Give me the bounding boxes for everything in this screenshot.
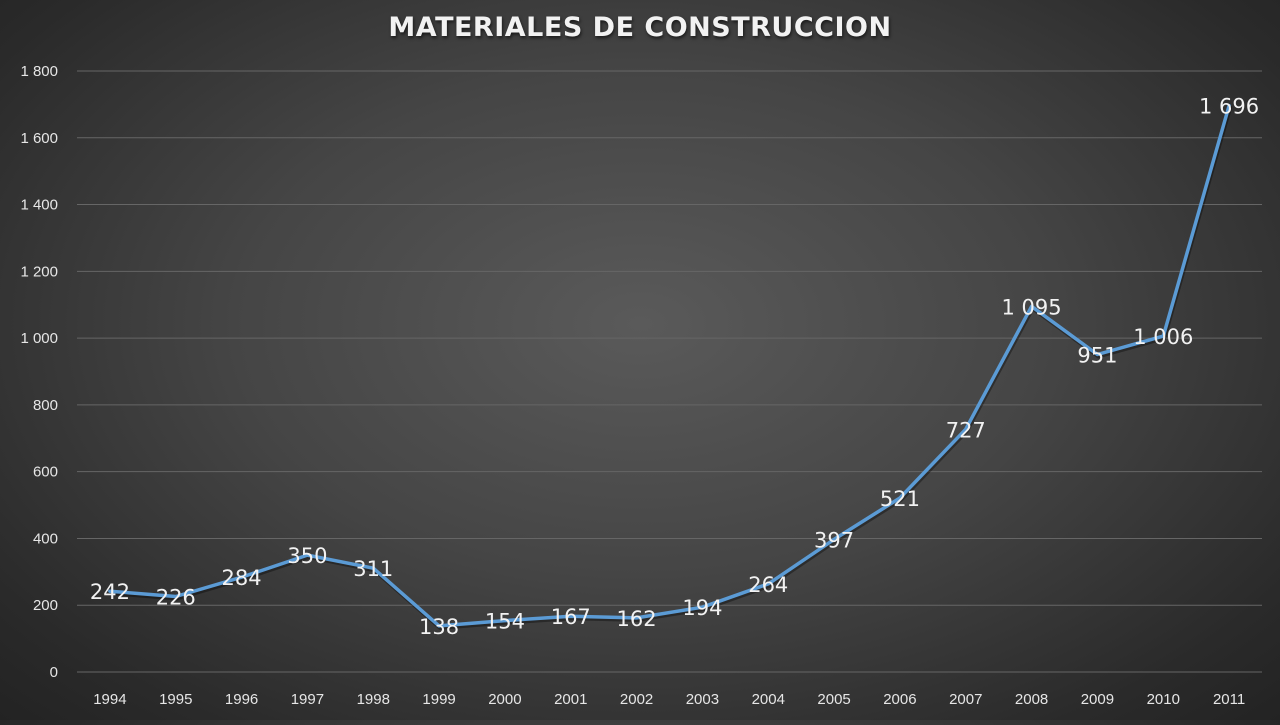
x-tick-label: 2006 bbox=[883, 691, 916, 708]
y-tick-label: 1 200 bbox=[20, 263, 58, 280]
data-label: 311 bbox=[353, 557, 393, 581]
x-tick-label: 1996 bbox=[225, 691, 258, 708]
x-tick-label: 1997 bbox=[291, 691, 324, 708]
y-tick-label: 400 bbox=[33, 530, 58, 547]
data-label: 242 bbox=[90, 580, 130, 604]
y-tick-label: 1 400 bbox=[20, 197, 58, 214]
x-tick-label: 2007 bbox=[949, 691, 982, 708]
x-tick-label: 1999 bbox=[422, 691, 455, 708]
x-tick-label: 2011 bbox=[1213, 691, 1245, 708]
data-label: 521 bbox=[880, 487, 920, 511]
y-tick-label: 0 bbox=[50, 664, 58, 681]
data-label: 154 bbox=[485, 610, 525, 634]
x-tick-label: 2000 bbox=[488, 691, 521, 708]
x-tick-label: 2005 bbox=[817, 691, 850, 708]
x-axis-ticks: 1994 1995 1996 1997 1998 1999 2000 2001 2002 2003… bbox=[93, 691, 1245, 708]
data-label: 951 bbox=[1077, 343, 1117, 367]
gridlines bbox=[77, 70, 1262, 673]
series-line-layer bbox=[108, 103, 1233, 630]
x-tick-label: 2010 bbox=[1147, 691, 1180, 708]
y-tick-label: 1 000 bbox=[20, 330, 58, 347]
y-tick-label: 1 600 bbox=[20, 130, 58, 147]
x-tick-label: 2003 bbox=[686, 691, 719, 708]
x-tick-label: 2009 bbox=[1081, 691, 1114, 708]
data-label: 350 bbox=[287, 544, 327, 568]
data-labels: 242 226 284 350 311 138 154 167 162 194 264 397 521 7… bbox=[90, 95, 1259, 639]
x-tick-label: 1994 bbox=[93, 691, 126, 708]
data-label: 397 bbox=[814, 528, 854, 552]
y-tick-label: 600 bbox=[33, 464, 58, 481]
data-label: 727 bbox=[946, 418, 986, 442]
data-label: 1 696 bbox=[1199, 95, 1259, 119]
y-tick-label: 800 bbox=[33, 397, 58, 414]
x-tick-label: 2004 bbox=[752, 691, 785, 708]
data-label: 264 bbox=[748, 573, 788, 597]
data-label: 284 bbox=[222, 566, 262, 590]
data-label: 162 bbox=[617, 607, 657, 631]
y-tick-label: 200 bbox=[33, 597, 58, 614]
x-tick-label: 1995 bbox=[159, 691, 192, 708]
data-label: 1 006 bbox=[1133, 325, 1193, 349]
x-tick-label: 2001 bbox=[554, 691, 587, 708]
y-axis-ticks: 0 200 400 600 800 1 000 1 200 1 400 1 600 1 800 bbox=[20, 63, 58, 681]
data-label: 194 bbox=[682, 596, 722, 620]
series-line-shadow bbox=[108, 105, 1233, 630]
chart-title: MATERIALES DE CONSTRUCCION bbox=[388, 12, 892, 43]
x-tick-label: 2008 bbox=[1015, 691, 1048, 708]
data-label: 138 bbox=[419, 615, 459, 639]
y-tick-label: 1 800 bbox=[20, 63, 58, 80]
x-tick-label: 2002 bbox=[620, 691, 653, 708]
data-label: 1 095 bbox=[1002, 295, 1062, 319]
data-label: 226 bbox=[156, 586, 196, 610]
x-tick-label: 1998 bbox=[357, 691, 390, 708]
data-label: 167 bbox=[551, 605, 591, 629]
series-line bbox=[108, 103, 1231, 628]
